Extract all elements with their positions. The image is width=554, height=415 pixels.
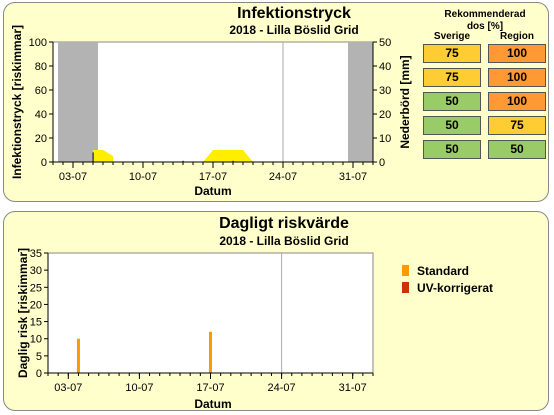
excluded-period <box>348 42 373 162</box>
y-tick-label: 100 <box>29 37 47 49</box>
chart-title: Infektionstryck <box>237 5 351 22</box>
precipitation-bar <box>232 160 234 162</box>
dose-cell-sverige: 50 <box>423 92 481 111</box>
legend: Standard UV-korrigerat <box>402 262 493 296</box>
y2-tick-label: 0 <box>379 157 385 169</box>
legend-swatch <box>402 265 409 276</box>
y2-tick-label: 30 <box>379 85 391 97</box>
dose-title-line2: dos [%] <box>466 21 504 32</box>
y-tick-label: 0 <box>41 157 47 169</box>
chart-subtitle: 2018 - Lilla Böslid Grid <box>229 23 359 37</box>
infection-pressure-chart: 0 20 40 60 80 100 0 10 20 30 40 50 03-07 10-07 17-07 24… <box>10 25 412 198</box>
y-axis-label: Infektionstryck [riskimmar] <box>10 25 24 179</box>
dose-cell-region: 100 <box>488 92 546 111</box>
infection-pressure-area <box>93 150 253 162</box>
dose-cell-region: 100 <box>488 44 546 63</box>
column-header-sverige: Sverige <box>433 31 471 42</box>
y-tick-label: 40 <box>35 109 47 121</box>
legend-item-standard: Standard <box>402 262 493 279</box>
dose-title-line1: Rekommenderad <box>444 9 526 20</box>
chart-subtitle: 2018 - Lilla Böslid Grid <box>219 234 349 248</box>
dose-cell-region: 50 <box>488 140 546 159</box>
y2-tick-label: 20 <box>379 109 391 121</box>
y2-axis-label: Nederbörd [mm] <box>398 55 412 148</box>
y-tick-label: 20 <box>35 133 47 145</box>
dose-cell-region: 75 <box>488 116 546 135</box>
legend-swatch <box>402 282 409 293</box>
precipitation-bar <box>92 152 94 162</box>
y2-tick-label: 40 <box>379 61 391 73</box>
x-tick-label: 10-07 <box>129 171 157 183</box>
y2-tick-label: 10 <box>379 133 391 145</box>
y2-tick-label: 50 <box>379 37 391 49</box>
dose-cell-sverige: 75 <box>423 68 481 87</box>
chart-title: Dagligt riskvärde <box>219 215 349 232</box>
x-tick-label: 24-07 <box>269 171 297 183</box>
dose-cell-sverige: 75 <box>423 44 481 63</box>
column-header-region: Region <box>500 31 534 42</box>
x-tick-label: 03-07 <box>59 171 87 183</box>
daily-risk-panel: Dagligt riskvärde 2018 - Lilla Böslid Gr… <box>3 211 549 411</box>
dose-cell-sverige: 50 <box>423 116 481 135</box>
x-axis-label: Datum <box>194 184 231 198</box>
legend-label: UV-korrigerat <box>417 280 494 295</box>
dose-cell-region: 100 <box>488 68 546 87</box>
precipitation-bar <box>182 160 184 162</box>
legend-label: Standard <box>417 263 470 278</box>
plot-area <box>52 41 374 163</box>
excluded-period <box>58 42 98 162</box>
y-tick-label: 60 <box>35 85 47 97</box>
dose-cell-sverige: 50 <box>423 140 481 159</box>
legend-item-uv-korrigerat: UV-korrigerat <box>402 279 493 296</box>
y-tick-label: 80 <box>35 61 47 73</box>
x-tick-label: 31-07 <box>339 171 367 183</box>
x-tick-label: 17-07 <box>199 171 227 183</box>
